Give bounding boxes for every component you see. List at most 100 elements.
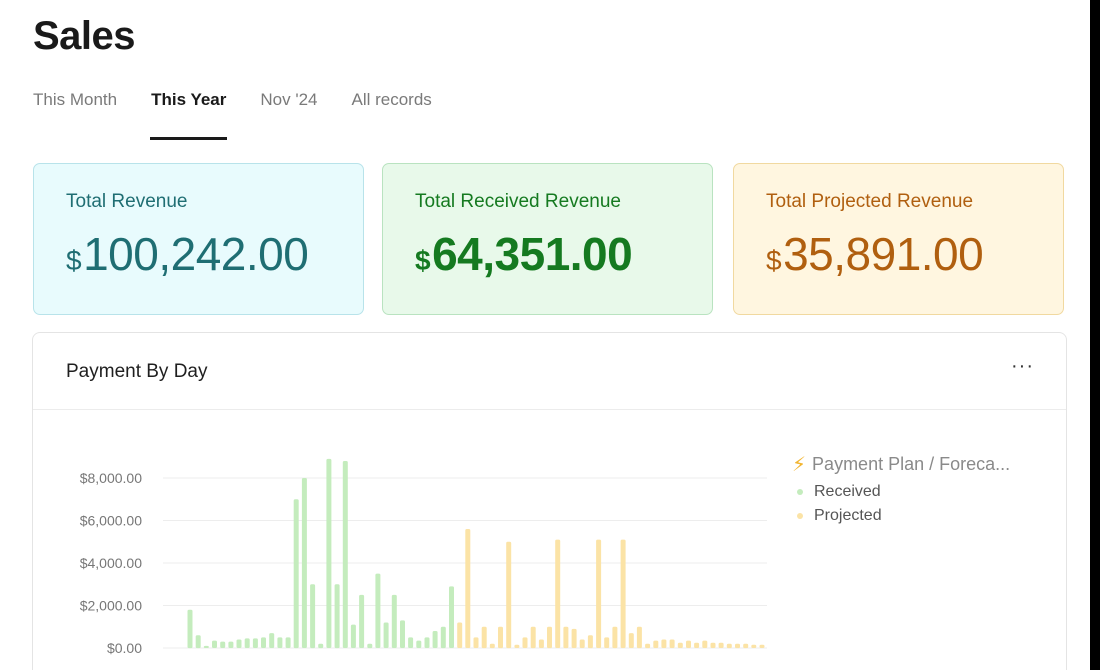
bar-received[interactable] [367, 643, 373, 649]
bar-projected[interactable] [653, 640, 659, 648]
y-tick-label: $6,000.00 [80, 513, 142, 529]
bar-projected[interactable] [751, 644, 757, 648]
legend-label-projected: Projected [814, 507, 882, 524]
legend-item-received[interactable]: Received [792, 483, 1010, 501]
bar-received[interactable] [293, 499, 299, 649]
bar-received[interactable] [203, 645, 209, 648]
bar-received[interactable] [187, 609, 193, 649]
bar-projected[interactable] [555, 539, 561, 648]
bar-projected[interactable] [612, 626, 618, 649]
projected-revenue-value: 35,891.00 [783, 228, 984, 280]
bar-projected[interactable] [473, 637, 479, 648]
legend-title-text: Payment Plan / Foreca... [812, 454, 1011, 474]
legend-dot-projected [797, 513, 803, 519]
bar-projected[interactable] [587, 635, 593, 649]
bar-projected[interactable] [759, 644, 765, 648]
legend-item-projected[interactable]: Projected [792, 507, 1010, 525]
legend-title: ⚡ Payment Plan / Foreca... [792, 452, 1010, 477]
bar-projected[interactable] [726, 643, 732, 649]
bar-projected[interactable] [718, 642, 724, 648]
bar-projected[interactable] [538, 639, 544, 649]
y-tick-label: $8,000.00 [80, 470, 142, 486]
bar-received[interactable] [432, 631, 438, 648]
bar-received[interactable] [244, 638, 250, 648]
bar-projected[interactable] [628, 633, 634, 648]
currency-symbol: $ [415, 245, 431, 276]
bar-projected[interactable] [702, 640, 708, 648]
lightning-bolt-icon: ⚡ [792, 454, 807, 476]
bar-projected[interactable] [694, 642, 700, 648]
bar-received[interactable] [334, 584, 340, 649]
bar-projected[interactable] [522, 637, 528, 648]
bar-received[interactable] [236, 639, 242, 649]
bar-projected[interactable] [547, 626, 552, 649]
bar-projected[interactable] [743, 643, 749, 649]
y-tick-label: $2,000.00 [80, 598, 142, 614]
bar-projected[interactable] [571, 628, 577, 648]
bar-received[interactable] [261, 637, 266, 648]
period-tabs: This Month This Year Nov '24 All records [33, 88, 466, 142]
bar-projected[interactable] [645, 643, 651, 649]
bar-projected[interactable] [514, 644, 520, 648]
tab-all-records[interactable]: All records [351, 90, 432, 109]
bar-received[interactable] [252, 638, 258, 648]
bar-received[interactable] [318, 643, 324, 649]
bar-received[interactable] [391, 594, 397, 648]
more-options-icon[interactable]: ··· [1011, 355, 1034, 377]
page-title: Sales [33, 14, 136, 58]
bar-projected[interactable] [620, 539, 626, 648]
bar-received[interactable] [449, 586, 454, 648]
bar-received[interactable] [277, 637, 283, 648]
bar-projected[interactable] [481, 626, 487, 649]
bar-received[interactable] [326, 458, 332, 648]
bar-projected[interactable] [506, 541, 512, 649]
bar-projected[interactable] [498, 626, 503, 649]
bar-projected[interactable] [661, 639, 667, 649]
currency-symbol: $ [66, 245, 82, 276]
bar-received[interactable] [350, 624, 356, 648]
bar-received[interactable] [359, 594, 365, 648]
bar-received[interactable] [400, 620, 405, 648]
bar-projected[interactable] [669, 639, 675, 649]
bar-projected[interactable] [457, 622, 463, 649]
bar-received[interactable] [212, 640, 217, 648]
bar-projected[interactable] [677, 642, 683, 648]
tab-this-year[interactable]: This Year [150, 88, 228, 140]
bar-projected[interactable] [465, 529, 471, 648]
payment-by-day-panel: Payment By Day ··· [32, 332, 1067, 670]
bar-projected[interactable] [710, 642, 716, 648]
bar-projected[interactable] [604, 637, 610, 648]
bar-received[interactable] [285, 637, 291, 648]
bar-received[interactable] [383, 622, 389, 649]
panel-header: Payment By Day ··· [33, 333, 1066, 410]
bar-projected[interactable] [563, 626, 569, 649]
bar-received[interactable] [220, 641, 226, 648]
bar-received[interactable] [228, 641, 234, 648]
bar-received[interactable] [342, 461, 348, 648]
bar-received[interactable] [416, 640, 422, 648]
chart-legend: ⚡ Payment Plan / Foreca... Received Proj… [792, 452, 1010, 525]
tab-nov-24[interactable]: Nov '24 [260, 90, 318, 109]
bar-received[interactable] [375, 573, 381, 648]
bar-projected[interactable] [596, 539, 602, 648]
bar-received[interactable] [301, 478, 307, 648]
bar-received[interactable] [440, 626, 446, 649]
bar-projected[interactable] [686, 640, 691, 648]
bar-projected[interactable] [735, 643, 740, 649]
legend-dot-received [797, 489, 803, 495]
bar-projected[interactable] [636, 626, 642, 649]
y-tick-label: $0.00 [107, 640, 142, 656]
projected-revenue-amount: $35,891.00 [766, 227, 984, 281]
legend-label-received: Received [814, 483, 881, 500]
bar-received[interactable] [269, 633, 275, 648]
bar-projected[interactable] [530, 626, 536, 649]
panel-title: Payment By Day [66, 361, 208, 382]
bar-received[interactable] [408, 637, 414, 648]
bar-projected[interactable] [579, 639, 585, 649]
projected-revenue-card: Total Projected Revenue $35,891.00 [733, 163, 1064, 315]
bar-received[interactable] [424, 637, 430, 648]
bar-received[interactable] [310, 584, 316, 649]
bar-projected[interactable] [489, 643, 495, 649]
tab-this-month[interactable]: This Month [33, 90, 118, 109]
bar-received[interactable] [195, 635, 201, 649]
